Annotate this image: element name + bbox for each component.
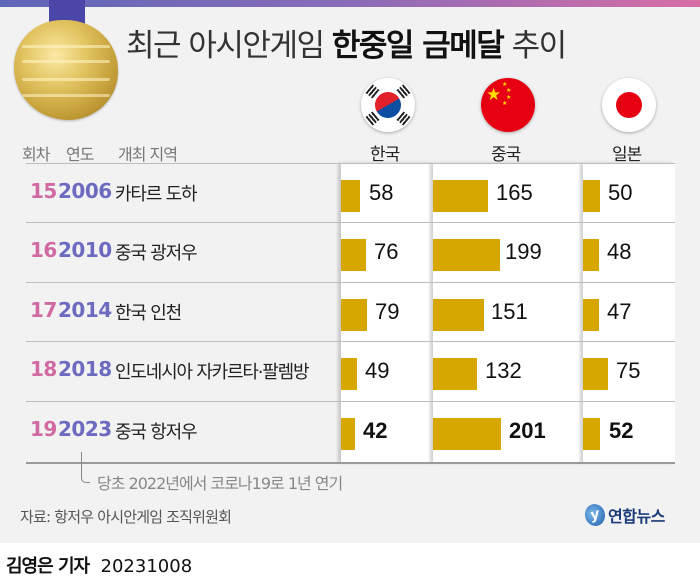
column-header-china: 중국 (491, 145, 521, 165)
year: 2014 (58, 298, 112, 322)
byline: 김영은 기자 20231008 (6, 552, 192, 578)
table-row: 16 2010 중국 광저우 76 199 48 (0, 222, 700, 281)
gold-medal-icon (14, 20, 118, 120)
china-bar (433, 299, 484, 331)
host-location: 카타르 도하 (115, 184, 198, 205)
china-bar (433, 239, 500, 271)
korea-value: 49 (365, 358, 390, 383)
table-row: 15 2006 카타르 도하 58 165 50 (0, 163, 700, 222)
table-row: 17 2014 한국 인천 79 151 47 (0, 282, 700, 341)
host-location: 중국 광저우 (115, 243, 198, 264)
round-number: 18 (30, 357, 57, 381)
china-value: 199 (505, 239, 542, 264)
year: 2018 (58, 357, 112, 381)
round-number: 15 (30, 179, 57, 203)
japan-value: 48 (607, 239, 632, 264)
japan-value: 52 (609, 418, 634, 443)
column-header-japan: 일본 (612, 145, 642, 165)
japan-value: 47 (607, 299, 632, 324)
china-value: 165 (496, 180, 533, 205)
japan-bar (583, 239, 599, 271)
china-bar (433, 418, 501, 450)
column-header-host: 개최 지역 (118, 145, 178, 164)
korea-bar (341, 418, 355, 450)
column-header-year: 연도 (66, 145, 94, 164)
table-row: 19 2023 중국 항저우 42 201 52 (0, 401, 700, 460)
china-value: 132 (485, 358, 522, 383)
table-row: 18 2018 인도네시아 자카르타·팔렘방 49 132 75 (0, 341, 700, 400)
korea-value: 42 (363, 418, 388, 443)
china-value: 151 (491, 299, 528, 324)
japan-bar (583, 299, 599, 331)
japan-value: 75 (616, 358, 641, 383)
page-title: 최근 아시안게임 한중일 금메달 추이 (126, 28, 567, 64)
flag-japan-icon (602, 78, 656, 132)
footnote: 당초 2022년에서 코로나19로 1년 연기 (97, 474, 343, 493)
japan-bar (583, 180, 600, 212)
yonhap-logo-icon: y (582, 501, 608, 529)
round-number: 16 (30, 238, 57, 262)
divider (26, 282, 675, 283)
japan-value: 50 (608, 180, 633, 205)
infographic-card: 최근 아시안게임 한중일 금메달 추이 ★ ★ ★ ★ ★ 한국 중국 일본 회… (0, 0, 700, 543)
author: 김영은 기자 (6, 556, 90, 577)
korea-bar (341, 299, 367, 331)
footnote-connector (81, 452, 90, 483)
china-bar (433, 358, 477, 390)
korea-value: 76 (374, 239, 399, 264)
divider (26, 222, 675, 223)
host-location: 인도네시아 자카르타·팔렘방 (115, 362, 310, 383)
year: 2006 (58, 179, 112, 203)
divider (26, 462, 675, 464)
year: 2023 (58, 417, 112, 441)
yonhap-logo: y 연합뉴스 (582, 501, 665, 529)
china-value: 201 (509, 418, 546, 443)
korea-bar (341, 358, 357, 390)
flag-korea-icon (361, 78, 415, 132)
accent-bar (0, 0, 700, 7)
column-header-korea: 한국 (370, 145, 400, 165)
round-number: 19 (30, 417, 57, 441)
divider (26, 341, 675, 342)
host-location: 중국 항저우 (115, 422, 198, 443)
japan-bar (583, 358, 608, 390)
korea-bar (341, 180, 360, 212)
flag-china-icon: ★ ★ ★ ★ ★ (481, 78, 535, 132)
korea-bar (341, 239, 366, 271)
divider (26, 401, 675, 402)
round-number: 17 (30, 298, 57, 322)
year: 2010 (58, 238, 112, 262)
japan-bar (583, 418, 600, 450)
source-note: 자료: 항저우 아시안게임 조직위원회 (20, 508, 232, 526)
column-header-round: 회차 (22, 145, 50, 164)
divider (26, 163, 675, 164)
host-location: 한국 인천 (115, 303, 182, 324)
date: 20231008 (100, 556, 193, 577)
china-bar (433, 180, 488, 212)
korea-value: 58 (369, 180, 394, 205)
korea-value: 79 (375, 299, 400, 324)
